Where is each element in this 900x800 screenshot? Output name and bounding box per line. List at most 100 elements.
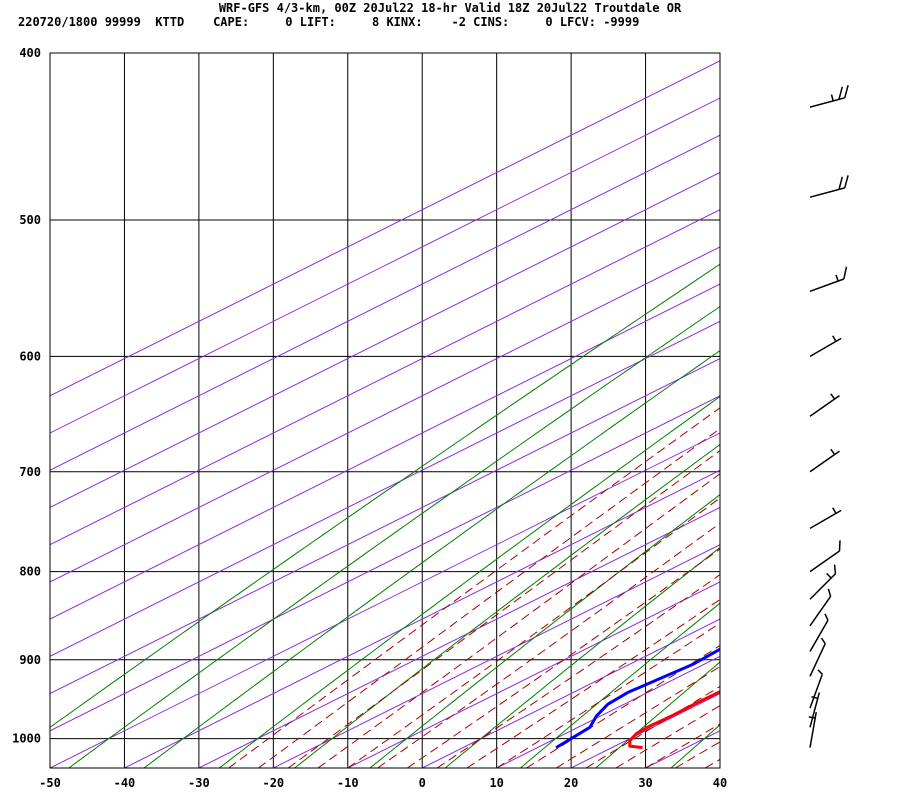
wind-barb-flag (838, 176, 844, 190)
pressure-tick-label: 700 (19, 465, 41, 479)
dry-adiabat-line (444, 546, 720, 768)
wind-barb-staff (809, 395, 840, 417)
pressure-tick-label: 900 (19, 653, 41, 667)
isotherm-line (570, 692, 720, 768)
wind-barb-staff (809, 450, 840, 473)
wind-barb (809, 448, 840, 473)
wind-barb-flag (830, 448, 836, 455)
temperature-tick-label: 40 (713, 776, 727, 790)
moist-adiabat-line (615, 704, 720, 768)
temperature-tick-label: 0 (419, 776, 426, 790)
moist-adiabat-line (466, 598, 720, 768)
isotherm-line (50, 134, 720, 471)
wind-barb-flag (832, 335, 837, 342)
moist-adiabat-line (645, 723, 720, 768)
temperature-tick-label: -50 (39, 776, 61, 790)
wind-barb (809, 588, 832, 627)
wind-barb-flag (838, 540, 841, 552)
wind-barb (809, 669, 824, 709)
wind-barb (809, 393, 840, 417)
pressure-tick-label: 800 (19, 565, 41, 579)
temperature-tick-label: -30 (188, 776, 210, 790)
moist-adiabat-line (317, 473, 720, 768)
isotherm-line (273, 544, 720, 768)
moist-adiabat-line (228, 407, 720, 768)
wind-barb-flag (832, 507, 837, 514)
wind-barb (809, 564, 837, 600)
dry-adiabat-line (822, 53, 900, 768)
moist-adiabat-line (258, 428, 720, 768)
wind-barb (809, 335, 842, 358)
isotherm-line (124, 469, 720, 768)
isotherm-line (50, 209, 720, 546)
pressure-tick-label: 600 (19, 349, 41, 363)
isotherm-line (50, 60, 720, 397)
temperature-tick-label: -40 (114, 776, 136, 790)
wind-barb-flag (838, 86, 844, 100)
wind-barb-staff (809, 509, 842, 530)
dewpoint-profile (555, 647, 720, 749)
wind-barb (809, 540, 841, 573)
pressure-tick-label: 500 (19, 213, 41, 227)
wind-barb (809, 266, 848, 293)
dry-adiabat-line (369, 494, 720, 768)
moist-adiabat-line (287, 450, 720, 768)
wind-barb-staff (809, 619, 829, 652)
isotherm-line (794, 53, 900, 768)
wind-barb-flag (817, 669, 823, 675)
dry-adiabat-line (294, 443, 720, 768)
moist-adiabat-line (407, 548, 720, 768)
temperature-tick-label: 10 (489, 776, 503, 790)
wind-barb-flag (843, 266, 848, 280)
wind-barb (809, 613, 829, 652)
moist-adiabat-line (704, 758, 720, 768)
isotherm-line (50, 432, 720, 768)
isotherm-line (50, 320, 720, 657)
wind-barb-staff (809, 674, 824, 709)
wind-barb-flag (830, 94, 834, 102)
wind-barb-staff (809, 337, 842, 358)
isotherm-line (50, 97, 720, 434)
dry-adiabat-line (218, 395, 720, 768)
isotherm-line (645, 730, 720, 768)
wind-barb-flag (820, 637, 826, 645)
moist-adiabat-line (585, 685, 720, 768)
isotherm-line (50, 357, 720, 695)
isotherm-line (50, 246, 720, 583)
moist-adiabat-line (526, 644, 720, 768)
moist-adiabat-line (377, 522, 720, 768)
wind-barb (809, 175, 849, 198)
wind-barb-staff (809, 550, 840, 573)
isotherm-line (50, 395, 720, 732)
isotherm-line (347, 581, 720, 768)
dry-adiabat-line (670, 724, 720, 768)
wind-barb-flag (844, 175, 849, 189)
moist-adiabat-line (436, 574, 720, 768)
wind-barb-flag (827, 588, 832, 597)
wind-barb-flag (833, 564, 837, 574)
isotherm-line (869, 53, 900, 768)
isotherm-line (719, 767, 720, 768)
isotherm-line (50, 171, 720, 509)
wind-barb-flag (835, 274, 839, 282)
isotherm-line (198, 506, 720, 768)
plot-frame (49, 52, 721, 769)
pressure-tick-label: 1000 (12, 732, 41, 746)
sounding-stats: 220720/1800 99999 KTTD CAPE: 0 LIFT: 8 K… (18, 15, 640, 29)
pressure-tick-label: 400 (19, 46, 41, 60)
dry-adiabat-line (595, 661, 720, 768)
moist-adiabat-line (675, 741, 720, 768)
temperature-tick-label: 30 (638, 776, 652, 790)
wind-barb-flag (824, 613, 829, 621)
isotherm-line (50, 283, 720, 620)
isotherm-line (421, 618, 720, 768)
wind-barb-staff (809, 278, 845, 293)
temperature-tick-label: 20 (564, 776, 578, 790)
wind-barb-flag (844, 85, 849, 98)
dry-adiabat-line (143, 349, 720, 768)
dry-adiabat-line (520, 602, 720, 768)
moist-adiabat-line (555, 665, 720, 768)
wind-barb-flag (826, 572, 832, 579)
chart-title: WRF-GFS 4/3-km, 00Z 20Jul22 18-hr Valid … (218, 1, 682, 15)
